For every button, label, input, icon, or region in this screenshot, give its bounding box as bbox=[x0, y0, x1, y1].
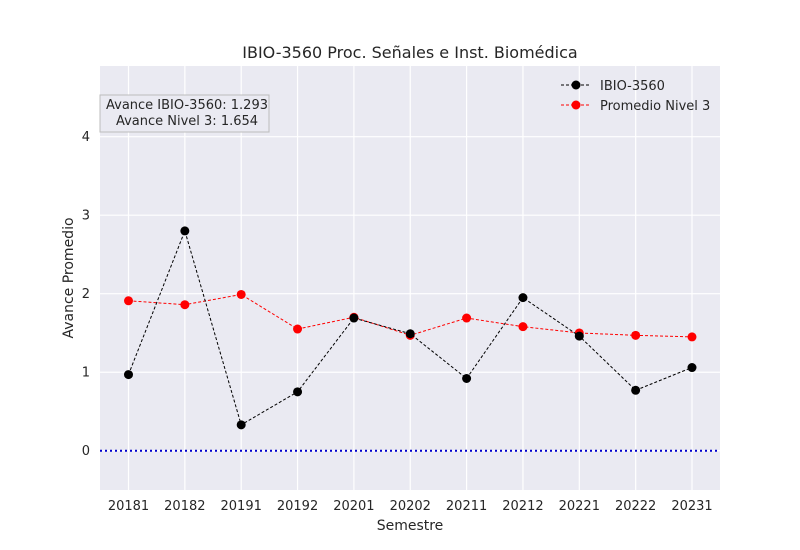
legend-marker-nivel bbox=[571, 100, 581, 110]
legend-label-nivel: Promedio Nivel 3 bbox=[600, 99, 710, 114]
legend-label-ibio: IBIO-3560 bbox=[600, 79, 665, 94]
data-point bbox=[462, 313, 472, 323]
y-tick-label: 2 bbox=[82, 287, 90, 302]
legend-marker-ibio bbox=[571, 80, 581, 90]
y-axis-label: Avance Promedio bbox=[61, 217, 77, 338]
y-tick-label: 4 bbox=[82, 130, 90, 145]
data-point bbox=[293, 387, 303, 397]
x-tick-label: 20222 bbox=[615, 499, 656, 514]
chart-title: IBIO-3560 Proc. Señales e Inst. Biomédic… bbox=[242, 43, 577, 62]
data-point bbox=[293, 324, 303, 334]
y-tick-label: 1 bbox=[82, 366, 90, 381]
x-tick-label: 20211 bbox=[446, 499, 487, 514]
x-tick-label: 20191 bbox=[221, 499, 262, 514]
data-point bbox=[124, 370, 133, 380]
x-tick-label: 20201 bbox=[333, 499, 374, 514]
data-point bbox=[236, 420, 246, 430]
summary-box-frame bbox=[99, 94, 270, 133]
data-point bbox=[180, 300, 190, 310]
x-tick-label: 20221 bbox=[559, 499, 600, 514]
data-point bbox=[631, 385, 641, 395]
data-point bbox=[687, 363, 697, 373]
series-0 bbox=[124, 226, 697, 430]
data-point bbox=[687, 332, 697, 342]
y-tick-label: 3 bbox=[82, 209, 90, 224]
data-point bbox=[180, 226, 190, 236]
x-tick-label: 20181 bbox=[108, 499, 149, 514]
y-tick-label: 0 bbox=[82, 444, 90, 459]
summary-line-ibio: Avance IBIO-3560: 1.293 bbox=[106, 98, 268, 113]
data-point bbox=[349, 313, 359, 323]
data-point bbox=[405, 329, 415, 339]
grid bbox=[100, 66, 720, 490]
data-point bbox=[462, 374, 472, 384]
x-tick-labels: 20181 20182 20191 20192 20201 20202 20211 20212… bbox=[108, 499, 713, 514]
data-point bbox=[124, 296, 133, 306]
summary-line-nivel: Avance Nivel 3: 1.654 bbox=[116, 114, 258, 129]
summary-box: Avance IBIO-3560: 1.293 Avance Nivel 3: … bbox=[99, 94, 270, 133]
x-axis-label: Semestre bbox=[377, 518, 444, 534]
x-tick-label: 20202 bbox=[390, 499, 431, 514]
data-point bbox=[631, 330, 641, 340]
data-point bbox=[236, 289, 246, 299]
x-tick-label: 20231 bbox=[671, 499, 712, 514]
legend: IBIO-3560 Promedio Nivel 3 bbox=[561, 79, 710, 114]
x-tick-label: 20182 bbox=[164, 499, 205, 514]
x-tick-label: 20192 bbox=[277, 499, 318, 514]
data-point bbox=[518, 293, 528, 303]
series-layer bbox=[124, 226, 697, 430]
data-point bbox=[574, 331, 584, 341]
y-tick-labels: 0 1 2 3 4 bbox=[82, 130, 90, 459]
x-tick-label: 20212 bbox=[502, 499, 543, 514]
data-point bbox=[518, 322, 528, 332]
